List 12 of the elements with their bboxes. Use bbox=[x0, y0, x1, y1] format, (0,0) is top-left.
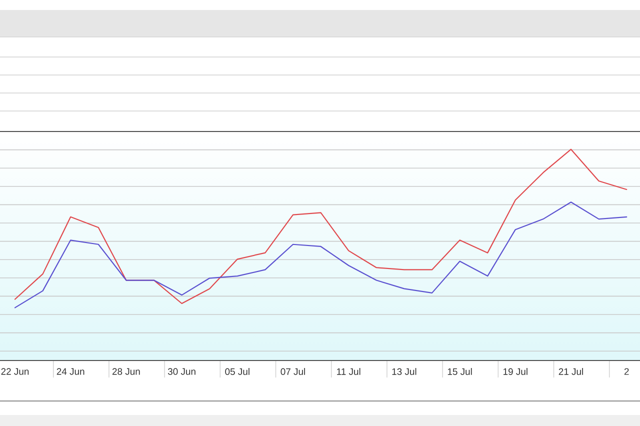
x-tick-label: 28 Jun bbox=[112, 368, 140, 375]
x-tick-label: 11 Jul bbox=[337, 368, 360, 375]
x-tick-label: 07 Jul bbox=[280, 368, 305, 375]
x-tick-label: 15 Jul bbox=[448, 368, 472, 375]
x-tick-label: 22 Jun bbox=[1, 368, 29, 375]
x-tick-label: 2 bbox=[624, 368, 629, 375]
x-tick-label: 13 Jul bbox=[392, 368, 416, 375]
x-tick-label: 19 Jul bbox=[503, 368, 528, 375]
x-tick-label: 30 Jun bbox=[168, 368, 196, 375]
x-tick-label: 24 Jun bbox=[56, 368, 84, 375]
x-tick-label: 21 Jul bbox=[558, 368, 583, 375]
x-tick-label: 05 Jul bbox=[225, 368, 250, 375]
